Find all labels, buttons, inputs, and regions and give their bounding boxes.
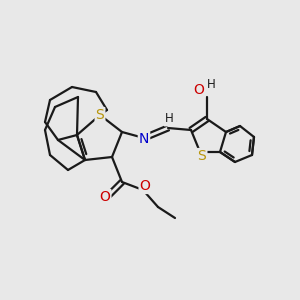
Text: O: O xyxy=(140,179,150,193)
Text: S: S xyxy=(198,149,206,163)
Text: O: O xyxy=(194,83,204,97)
Text: S: S xyxy=(96,108,104,122)
Text: O: O xyxy=(100,190,110,204)
Text: N: N xyxy=(139,132,149,146)
Text: H: H xyxy=(165,112,173,125)
Text: H: H xyxy=(207,77,215,91)
